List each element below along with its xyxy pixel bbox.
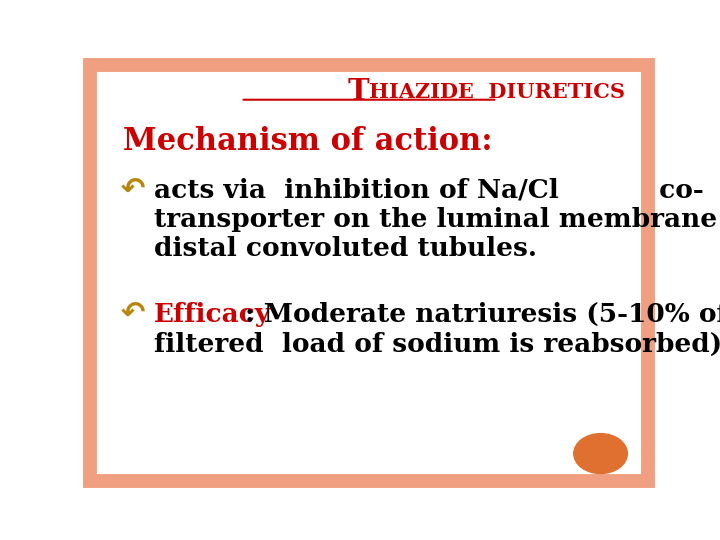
Text: HIAZIDE  DIURETICS: HIAZIDE DIURETICS bbox=[369, 82, 625, 102]
Text: filtered  load of sodium is reabsorbed).: filtered load of sodium is reabsorbed). bbox=[154, 332, 720, 357]
Text: : Moderate natriuresis (5-10% of: : Moderate natriuresis (5-10% of bbox=[245, 302, 720, 327]
Text: Efficacy: Efficacy bbox=[154, 302, 271, 327]
Text: acts via  inhibition of Na/Cl           co-: acts via inhibition of Na/Cl co- bbox=[154, 177, 704, 202]
Text: Mechanism of action:: Mechanism of action: bbox=[124, 126, 493, 157]
FancyBboxPatch shape bbox=[90, 65, 648, 481]
Circle shape bbox=[574, 434, 627, 474]
Text: ↶: ↶ bbox=[121, 176, 145, 204]
Text: T: T bbox=[347, 77, 369, 106]
Text: ↶: ↶ bbox=[121, 300, 145, 328]
Text: distal convoluted tubules.: distal convoluted tubules. bbox=[154, 236, 537, 261]
Text: transporter on the luminal membrane of: transporter on the luminal membrane of bbox=[154, 207, 720, 232]
